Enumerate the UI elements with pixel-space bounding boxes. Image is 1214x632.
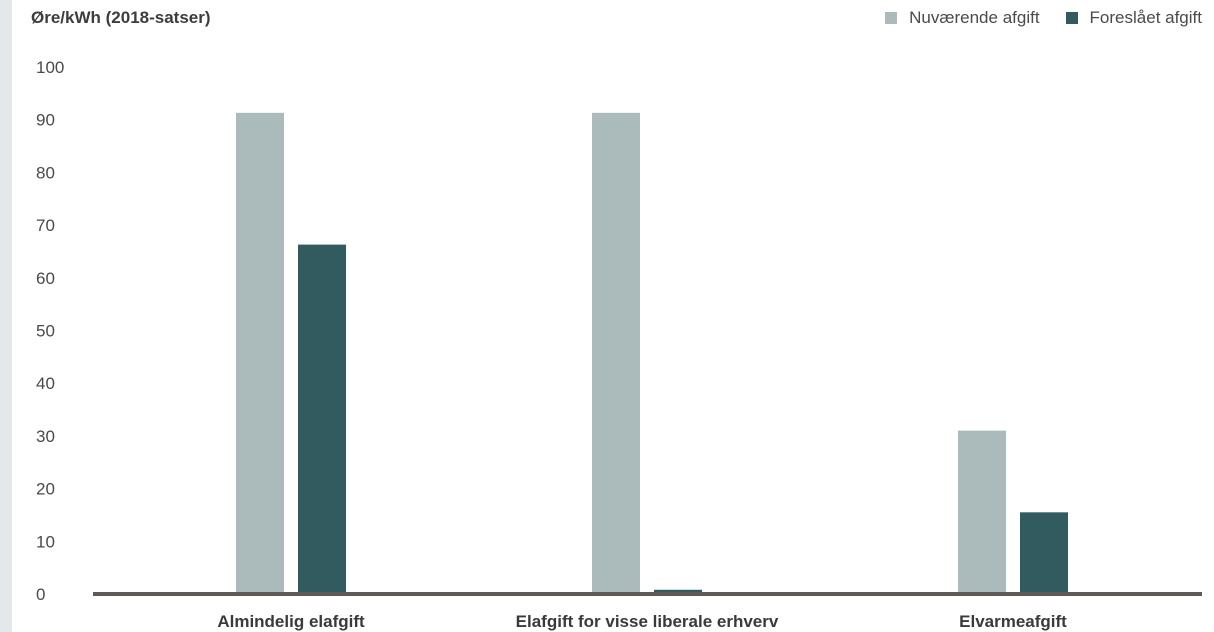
bar-current (592, 112, 640, 594)
category-label: Almindelig elafgift (217, 612, 365, 631)
side-strip (0, 0, 12, 632)
x-axis-line (93, 592, 1202, 596)
y-tick-label: 50 (36, 322, 55, 341)
category-label: Elvarmeafgift (959, 612, 1067, 631)
legend-item-current: Nuværende afgift (885, 8, 1040, 28)
y-axis-title: Øre/kWh (2018-satser) (31, 8, 211, 27)
y-tick-label: 40 (36, 374, 55, 393)
category-label: Elafgift for visse liberale erhverv (516, 612, 779, 631)
y-tick-label: 100 (36, 58, 64, 77)
y-tick-label: 90 (36, 111, 55, 130)
legend-label-current: Nuværende afgift (909, 8, 1040, 27)
bar-proposed (298, 244, 346, 594)
legend: Nuværende afgift Foreslået afgift (859, 8, 1202, 28)
y-tick-label: 20 (36, 480, 55, 499)
y-tick-label: 0 (36, 585, 45, 604)
y-tick-label: 30 (36, 427, 55, 446)
bar-current (958, 430, 1006, 594)
y-tick-label: 60 (36, 269, 55, 288)
legend-swatch-current (885, 12, 898, 24)
bar-proposed (654, 589, 702, 594)
bar-current (236, 112, 284, 594)
legend-swatch-proposed (1065, 12, 1078, 24)
legend-label-proposed: Foreslået afgift (1089, 8, 1202, 27)
y-tick-label: 70 (36, 216, 55, 235)
y-tick-label: 80 (36, 163, 55, 182)
bar-proposed (1020, 512, 1068, 594)
y-tick-label: 10 (36, 532, 55, 551)
legend-item-proposed: Foreslået afgift (1065, 8, 1202, 28)
